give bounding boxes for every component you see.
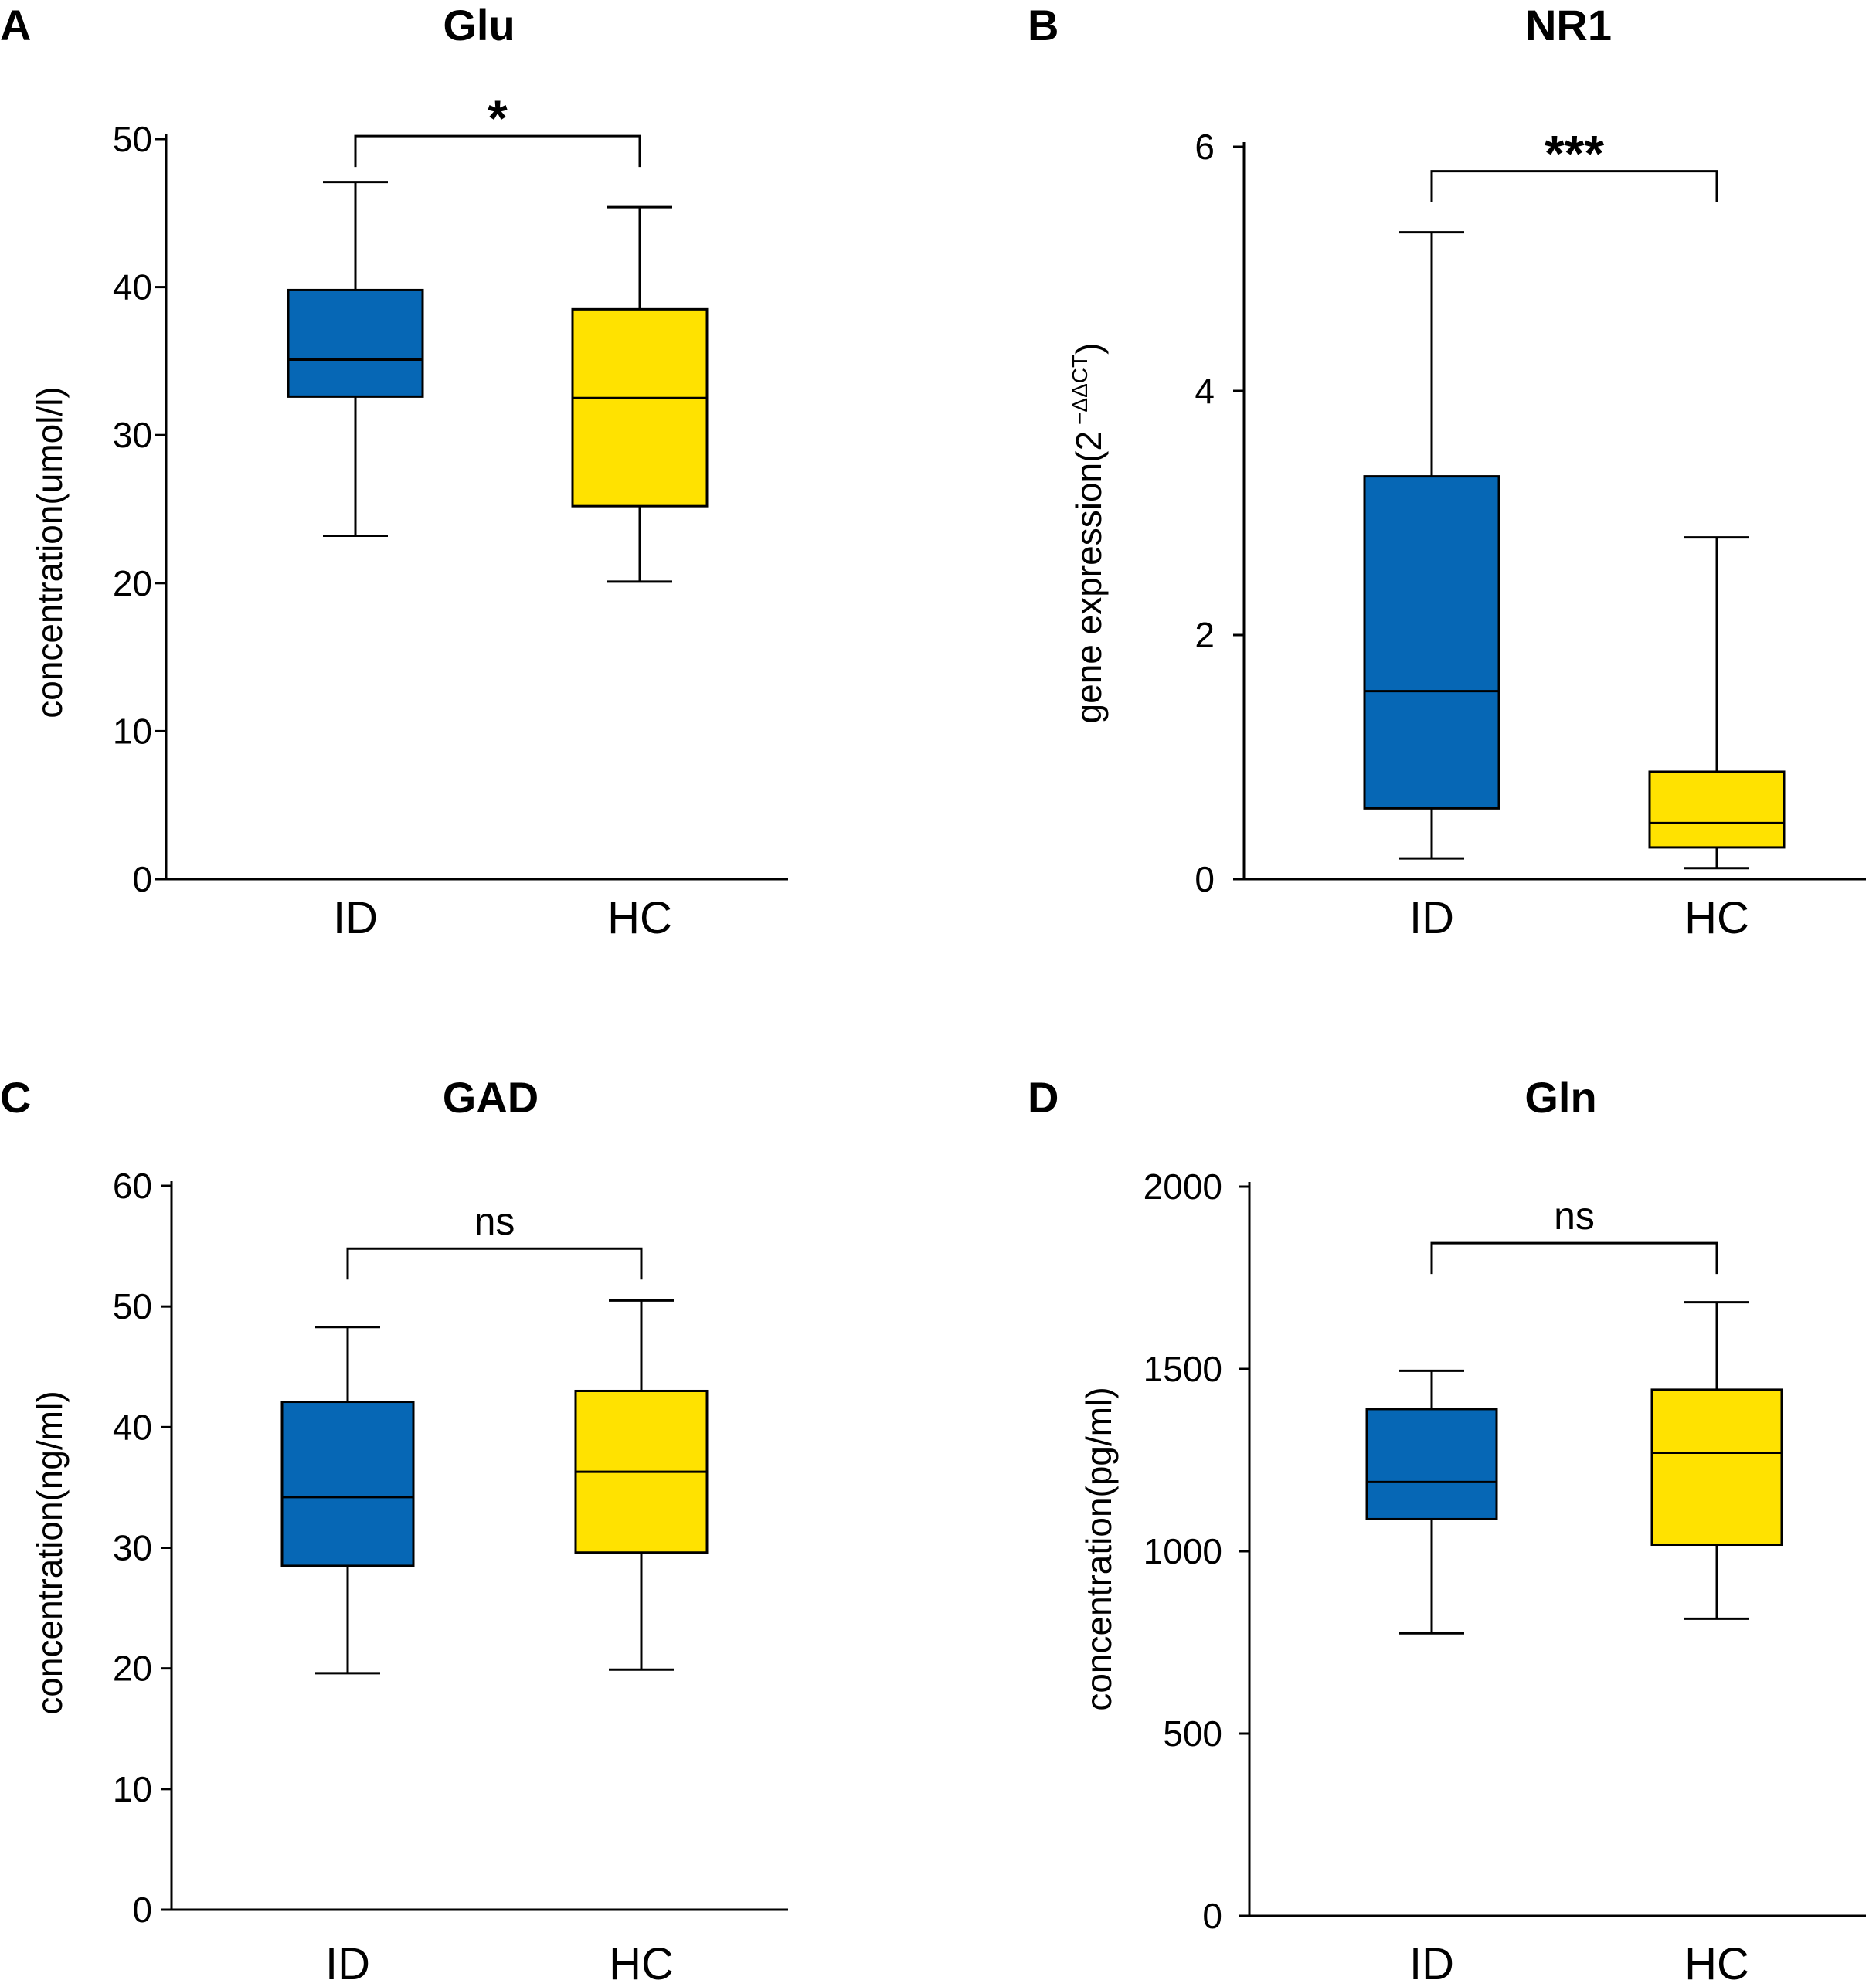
y-tick-label: 1500 [1144,1349,1222,1389]
y-tick-label: 6 [1195,127,1215,167]
y-tick-label: 30 [113,415,152,455]
y-tick-label: 10 [113,1769,152,1809]
y-axis-label: concentration(pg/ml) [1079,1387,1119,1710]
y-tick-label: 20 [113,1649,152,1689]
y-tick-label: 4 [1195,371,1215,411]
y-tick-label: 0 [132,1890,152,1930]
x-category-label: ID [1409,893,1454,943]
panel-letter: B [1028,1,1059,49]
iqr-box [1650,1388,1783,1547]
panel-c: C GAD 0 10 20 30 40 50 60 concentration(ng/ml) ID H… [0,1073,788,1980]
y-tick-label: 30 [113,1528,152,1568]
y-tick-label: 2000 [1144,1167,1222,1207]
iqr-box [280,1401,415,1567]
box-hc [571,205,709,583]
box-id [280,1326,415,1675]
panel-title: Glu [443,1,515,49]
panel-title: GAD [443,1073,539,1122]
y-axis-label: concentration(ng/ml) [29,1391,70,1714]
x-category-label: ID [325,1939,370,1980]
panel-d: D Gln 0 500 1000 1500 2000 concentration(pg/ml)… [1028,1073,1866,1980]
x-category-label: ID [333,893,378,943]
panel-title: Gln [1524,1073,1596,1122]
y-tick-label: 0 [132,859,152,899]
y-tick-label: 2 [1195,615,1215,655]
y-tick-label: 0 [1195,859,1215,899]
significance-label: ns [474,1200,515,1243]
panel-letter: D [1028,1073,1059,1122]
y-axis-label: gene expression(2−ΔΔCT) [1068,343,1109,724]
box-hc [574,1299,709,1671]
box-hc [1650,1301,1783,1620]
y-tick-label: 20 [113,563,152,603]
x-category-label: HC [607,893,672,943]
y-tick-label: 60 [113,1166,152,1206]
iqr-box [287,288,424,398]
y-tick-label: 40 [113,267,152,307]
significance-bracket [1430,1241,1718,1275]
significance-bracket [1430,170,1718,202]
panel-title: NR1 [1525,1,1612,49]
y-tick-label: 10 [113,711,152,751]
y-tick-label: 40 [113,1407,152,1447]
iqr-box [1365,1408,1498,1520]
x-category-label: HC [609,1939,674,1980]
box-hc [1648,536,1786,870]
x-category-label: ID [1409,1939,1454,1980]
significance-label: *** [1545,125,1604,182]
panel-letter: C [0,1073,31,1122]
x-category-label: HC [1684,893,1749,943]
iqr-box [1363,475,1500,810]
significance-label: * [488,90,508,147]
iqr-box [571,307,709,508]
significance-bracket [354,134,641,168]
box-id [1365,1369,1498,1635]
x-category-label: HC [1684,1939,1749,1980]
significance-bracket [346,1247,643,1280]
y-tick-label: 0 [1202,1896,1222,1936]
iqr-box [1648,770,1786,849]
box-id [287,181,424,537]
y-tick-label: 50 [113,1286,152,1326]
significance-label: ns [1554,1194,1595,1238]
y-axis-label: concentration(umol/l) [29,386,70,718]
y-tick-label: 500 [1163,1713,1222,1754]
y-tick-label: 50 [113,119,152,159]
y-tick-label: 1000 [1144,1531,1222,1571]
box-id [1363,231,1500,860]
panel-a: A Glu 0 10 20 30 40 50 concentration(umol/l) ID HC… [0,1,788,943]
panel-b: B NR1 0 2 4 6 gene expression(2−ΔΔCT) ID HC *** [1028,1,1866,943]
panel-letter: A [0,1,31,49]
